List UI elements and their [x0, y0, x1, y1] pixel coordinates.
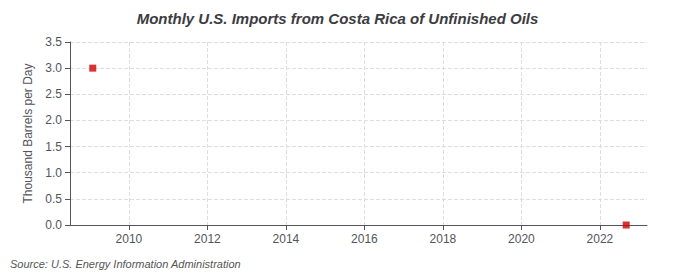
- svg-text:Thousand Barrels per Day: Thousand Barrels per Day: [21, 63, 35, 203]
- svg-text:Source: U.S. Energy Informatio: Source: U.S. Energy Information Administ…: [10, 258, 241, 270]
- svg-text:2018: 2018: [430, 232, 457, 246]
- svg-text:0.0: 0.0: [45, 218, 62, 232]
- svg-text:0.5: 0.5: [45, 192, 62, 206]
- svg-text:Monthly U.S. Imports from Cost: Monthly U.S. Imports from Costa Rica of …: [137, 10, 539, 27]
- svg-text:2.5: 2.5: [45, 87, 62, 101]
- svg-text:2.0: 2.0: [45, 113, 62, 127]
- svg-text:2016: 2016: [351, 232, 378, 246]
- svg-text:2014: 2014: [273, 232, 300, 246]
- svg-text:2010: 2010: [116, 232, 143, 246]
- svg-text:1.0: 1.0: [45, 166, 62, 180]
- svg-text:2020: 2020: [508, 232, 535, 246]
- svg-text:3.5: 3.5: [45, 35, 62, 49]
- svg-text:2012: 2012: [194, 232, 221, 246]
- svg-text:1.5: 1.5: [45, 140, 62, 154]
- svg-text:2022: 2022: [587, 232, 614, 246]
- svg-text:3.0: 3.0: [45, 61, 62, 75]
